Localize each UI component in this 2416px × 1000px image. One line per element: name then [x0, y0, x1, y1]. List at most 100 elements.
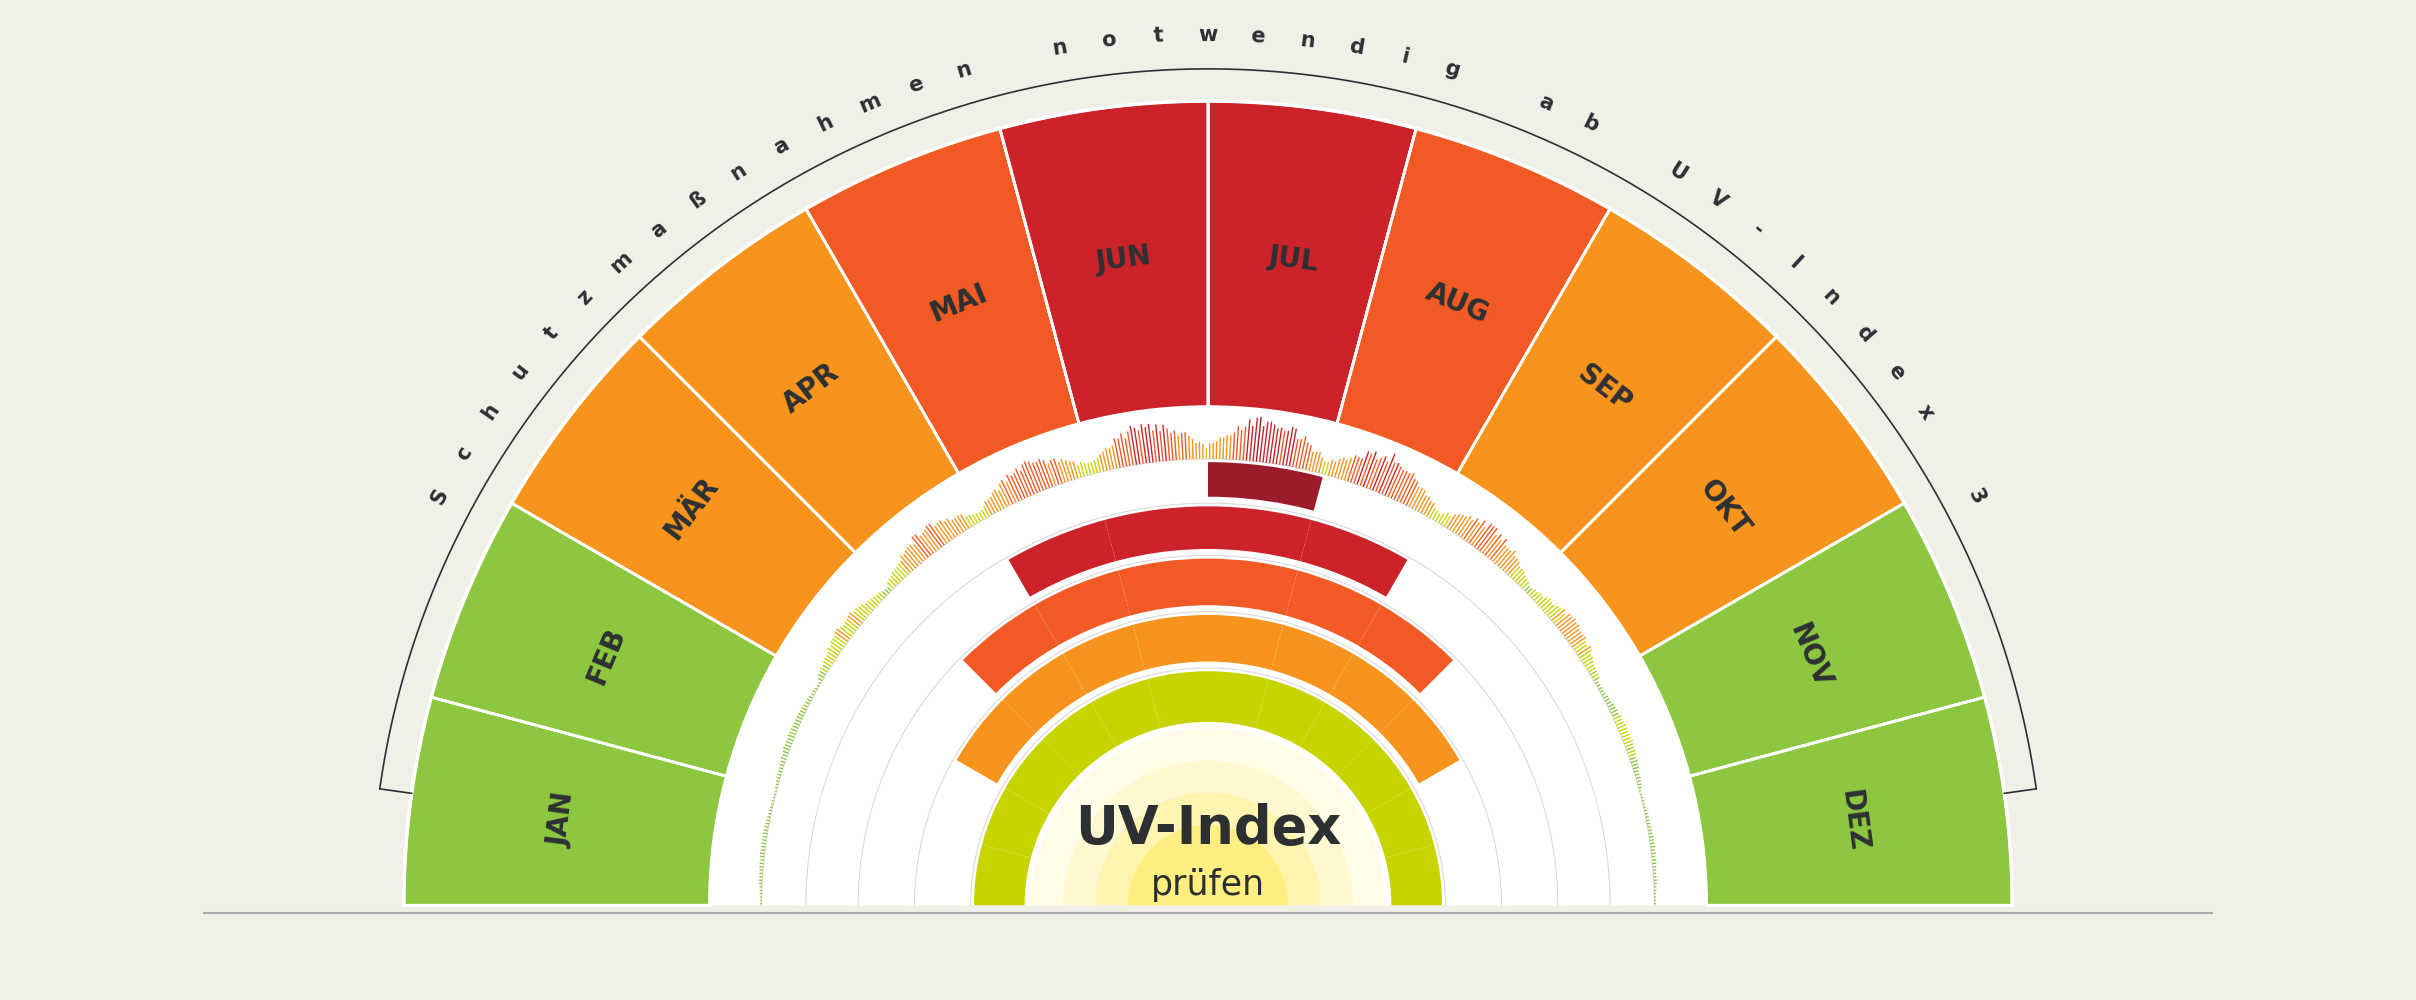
Wedge shape [1104, 506, 1208, 564]
Wedge shape [710, 407, 1706, 905]
Text: e: e [1884, 360, 1909, 384]
Wedge shape [957, 700, 1039, 785]
Text: UV-Index: UV-Index [1075, 803, 1341, 855]
Wedge shape [1689, 697, 2013, 905]
Wedge shape [1208, 615, 1283, 673]
Text: JUN: JUN [1094, 242, 1152, 277]
Wedge shape [1024, 722, 1392, 905]
Text: 3: 3 [1964, 485, 1988, 508]
Wedge shape [1208, 671, 1268, 731]
Text: prüfen: prüfen [1150, 868, 1266, 902]
Wedge shape [1329, 654, 1413, 735]
Wedge shape [1208, 506, 1312, 564]
Text: e: e [906, 73, 925, 97]
Wedge shape [1640, 503, 1986, 776]
Text: h: h [814, 111, 836, 136]
Wedge shape [1208, 559, 1297, 619]
Wedge shape [1377, 700, 1459, 785]
Text: a: a [647, 218, 669, 242]
Wedge shape [1300, 520, 1409, 600]
Wedge shape [1133, 615, 1208, 673]
Text: MÄR: MÄR [660, 472, 725, 545]
Wedge shape [1005, 740, 1080, 815]
Wedge shape [964, 662, 1452, 905]
Wedge shape [1336, 128, 1609, 473]
Text: x: x [1913, 401, 1938, 423]
Wedge shape [1382, 845, 1442, 905]
Wedge shape [1561, 337, 1904, 656]
Wedge shape [1000, 101, 1208, 424]
Wedge shape [512, 337, 855, 656]
Wedge shape [964, 605, 1061, 695]
Wedge shape [981, 788, 1051, 859]
Wedge shape [1208, 101, 1416, 424]
Text: t: t [541, 323, 563, 344]
Text: i: i [1399, 47, 1411, 68]
Text: a: a [1537, 91, 1556, 115]
Text: d: d [1853, 321, 1877, 346]
Text: OKT: OKT [1694, 475, 1756, 543]
Wedge shape [800, 497, 1616, 905]
Text: b: b [1580, 111, 1602, 136]
Wedge shape [1254, 679, 1324, 749]
Text: AUG: AUG [1421, 278, 1493, 329]
Text: JAN: JAN [544, 791, 580, 849]
Text: m: m [606, 248, 635, 277]
Text: w: w [1198, 25, 1218, 45]
Wedge shape [1208, 462, 1322, 514]
Text: n: n [1819, 285, 1843, 309]
Wedge shape [908, 605, 1508, 905]
Wedge shape [974, 845, 1034, 905]
Text: SEP: SEP [1573, 359, 1636, 418]
Wedge shape [1285, 570, 1382, 648]
Text: e: e [1249, 26, 1266, 47]
Text: MAI: MAI [925, 279, 991, 328]
Text: NOV: NOV [1783, 619, 1836, 692]
Wedge shape [1365, 788, 1435, 859]
Wedge shape [1032, 728, 1384, 905]
Text: g: g [1442, 58, 1462, 81]
Wedge shape [1063, 625, 1145, 697]
Text: I: I [1785, 253, 1805, 273]
Wedge shape [853, 549, 1563, 905]
Wedge shape [640, 209, 959, 553]
Wedge shape [1003, 654, 1087, 735]
Wedge shape [1271, 625, 1353, 697]
Wedge shape [1128, 825, 1288, 905]
Wedge shape [1355, 605, 1452, 695]
Wedge shape [1034, 570, 1131, 648]
Text: m: m [855, 90, 884, 116]
Wedge shape [430, 503, 776, 776]
Text: z: z [573, 286, 597, 308]
Text: S: S [428, 485, 452, 508]
Wedge shape [1044, 703, 1119, 778]
Wedge shape [1336, 740, 1411, 815]
Wedge shape [1063, 760, 1353, 905]
Text: d: d [1348, 36, 1365, 59]
Wedge shape [1007, 520, 1116, 600]
Text: n: n [954, 58, 974, 81]
Text: DEZ: DEZ [1836, 788, 1872, 853]
Text: V: V [1706, 187, 1730, 213]
Wedge shape [807, 128, 1080, 473]
Wedge shape [1148, 671, 1208, 731]
Text: APR: APR [778, 358, 846, 419]
Text: c: c [452, 443, 476, 464]
Text: ß: ß [686, 188, 710, 213]
Wedge shape [1094, 793, 1322, 905]
Wedge shape [1297, 703, 1372, 778]
Text: FEB: FEB [582, 623, 631, 689]
Text: a: a [771, 134, 792, 159]
Text: -: - [1749, 220, 1769, 241]
Text: h: h [478, 400, 503, 424]
Text: U: U [1665, 159, 1689, 185]
Text: n: n [1051, 36, 1068, 59]
Text: n: n [1297, 30, 1314, 51]
Text: n: n [727, 160, 751, 185]
Wedge shape [403, 697, 727, 905]
Text: o: o [1102, 30, 1116, 51]
Text: t: t [1152, 26, 1165, 46]
Wedge shape [1457, 209, 1776, 553]
Text: JUL: JUL [1266, 242, 1319, 277]
Wedge shape [1119, 559, 1208, 619]
